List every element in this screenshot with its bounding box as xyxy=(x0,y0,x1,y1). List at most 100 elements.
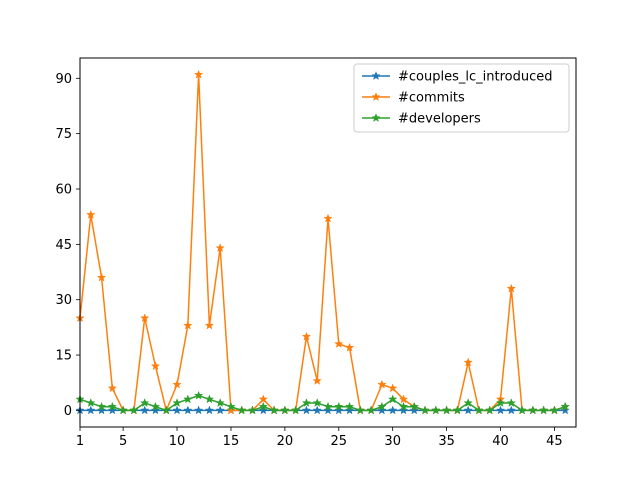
data-point xyxy=(495,405,506,415)
data-point xyxy=(107,383,118,393)
x-tick-label: 45 xyxy=(546,434,563,449)
data-point xyxy=(344,342,355,352)
legend-marker xyxy=(371,92,381,101)
data-point xyxy=(215,398,225,407)
data-point xyxy=(377,401,387,411)
data-point xyxy=(538,405,549,415)
y-tick-label: 0 xyxy=(64,404,72,419)
y-tick-label: 30 xyxy=(55,293,72,308)
data-point xyxy=(226,405,236,415)
data-point xyxy=(86,405,96,415)
data-point xyxy=(517,405,527,415)
legend-item: #commits xyxy=(362,91,465,106)
data-point xyxy=(334,405,344,415)
x-tick-label: 20 xyxy=(277,434,294,449)
data-point xyxy=(312,398,322,407)
data-point xyxy=(107,405,118,415)
x-tick-label: 15 xyxy=(223,434,240,449)
data-point xyxy=(398,405,409,415)
data-point xyxy=(96,272,107,282)
data-point xyxy=(258,401,268,411)
data-point xyxy=(215,405,225,415)
data-point xyxy=(398,401,409,411)
data-point xyxy=(506,283,516,293)
data-point xyxy=(355,405,366,415)
x-tick-label: 10 xyxy=(169,434,186,449)
y-tick-label: 75 xyxy=(55,127,72,142)
data-point xyxy=(129,405,139,415)
data-point xyxy=(528,405,538,415)
data-point xyxy=(409,405,419,415)
legend-marker xyxy=(371,71,381,80)
data-point xyxy=(344,401,355,411)
data-point xyxy=(193,405,204,415)
data-point xyxy=(280,405,290,415)
data-point xyxy=(183,394,193,404)
data-point xyxy=(226,401,236,411)
data-point xyxy=(420,405,430,415)
axes-frame xyxy=(79,57,577,428)
data-point xyxy=(506,405,516,415)
data-point xyxy=(463,357,473,367)
data-point xyxy=(204,320,215,330)
series-line xyxy=(79,394,566,412)
legend-box xyxy=(353,63,570,133)
y-tick-label: 90 xyxy=(55,72,72,87)
data-point xyxy=(301,398,312,407)
data-point xyxy=(431,405,441,415)
data-point xyxy=(344,405,355,415)
legend-marker xyxy=(371,113,381,122)
data-point xyxy=(388,405,398,415)
data-point xyxy=(323,213,333,223)
data-point xyxy=(258,394,268,404)
data-point xyxy=(549,405,560,415)
data-point xyxy=(301,331,312,341)
data-point xyxy=(107,401,118,411)
data-point xyxy=(96,405,107,415)
legend-item: #couples_lc_introduced xyxy=(362,70,552,85)
data-point xyxy=(258,405,268,415)
data-point xyxy=(172,398,182,407)
y-tick-label: 15 xyxy=(55,349,72,364)
data-point xyxy=(388,394,398,404)
data-point xyxy=(172,379,182,389)
legend-label: #developers xyxy=(398,112,481,127)
data-point xyxy=(301,405,312,415)
data-point xyxy=(118,405,128,415)
data-point xyxy=(161,405,171,415)
data-point xyxy=(323,401,333,411)
x-tick-label: 30 xyxy=(384,434,401,449)
data-point xyxy=(323,405,333,415)
data-point xyxy=(86,398,96,407)
data-point xyxy=(247,405,258,415)
data-point xyxy=(150,405,161,415)
data-point xyxy=(452,405,463,415)
x-tick-label: 5 xyxy=(119,434,127,449)
data-point xyxy=(463,398,473,407)
data-point xyxy=(183,405,193,415)
data-point xyxy=(388,383,398,393)
data-point xyxy=(377,405,387,415)
data-point xyxy=(485,405,495,415)
legend-item: #developers xyxy=(362,112,481,127)
data-point xyxy=(140,405,150,415)
data-point xyxy=(150,361,161,371)
data-point xyxy=(193,69,204,79)
data-point xyxy=(172,405,182,415)
data-point xyxy=(398,394,409,404)
data-point xyxy=(86,209,96,219)
x-tick-label: 25 xyxy=(331,434,348,449)
data-point xyxy=(334,401,344,411)
data-point xyxy=(183,320,193,330)
legend-label: #commits xyxy=(398,91,465,106)
data-point xyxy=(96,401,107,411)
data-point xyxy=(441,405,452,415)
data-point xyxy=(204,394,215,404)
data-point xyxy=(140,398,150,407)
data-point xyxy=(495,398,506,407)
y-tick-label: 60 xyxy=(55,182,72,197)
data-point xyxy=(140,313,150,323)
data-point xyxy=(409,401,419,411)
